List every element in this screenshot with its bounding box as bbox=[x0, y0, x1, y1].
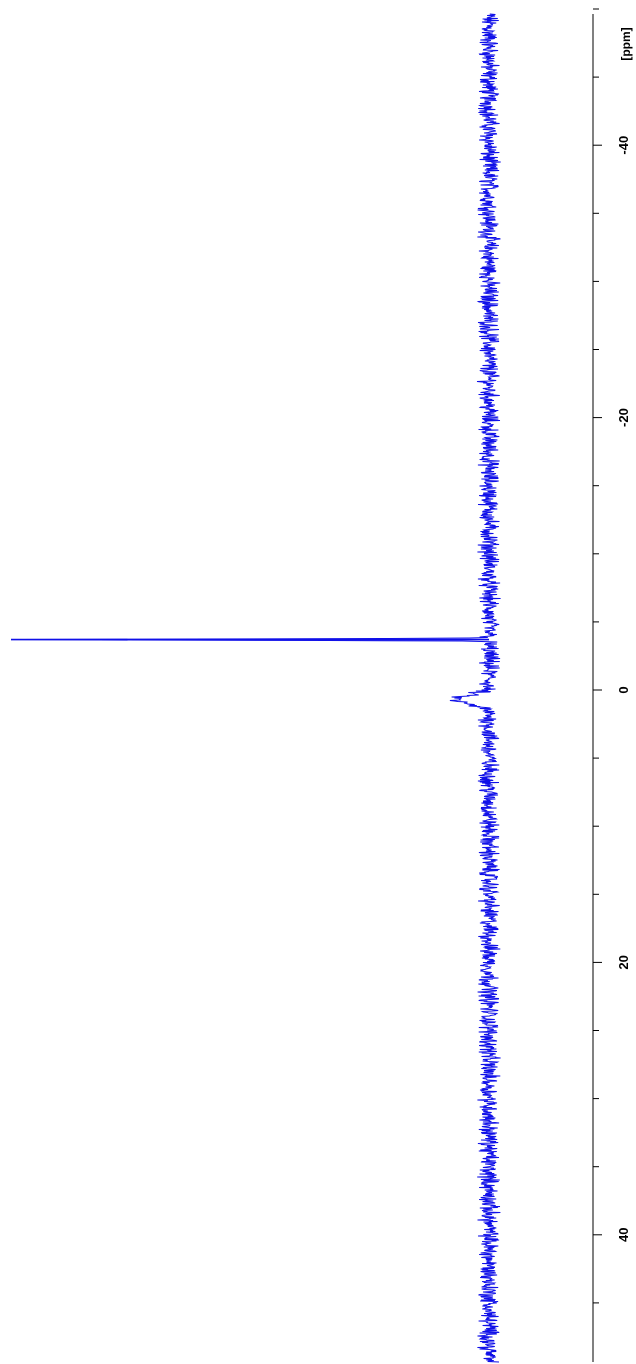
ppm-axis-ticks: -40 -20 0 20 40 bbox=[593, 8, 631, 1304]
ppm-tick-label: -40 bbox=[616, 136, 631, 155]
ppm-tick-label: 20 bbox=[616, 955, 631, 969]
spectrum-series-line bbox=[22, 13, 501, 1363]
ppm-axis-unit-label: [ppm] bbox=[619, 27, 633, 60]
ppm-tick-label: 0 bbox=[616, 686, 631, 693]
ppm-tick-label: 40 bbox=[616, 1228, 631, 1242]
ppm-tick-label: -20 bbox=[616, 408, 631, 427]
spectrum-trace-group bbox=[11, 13, 501, 1363]
